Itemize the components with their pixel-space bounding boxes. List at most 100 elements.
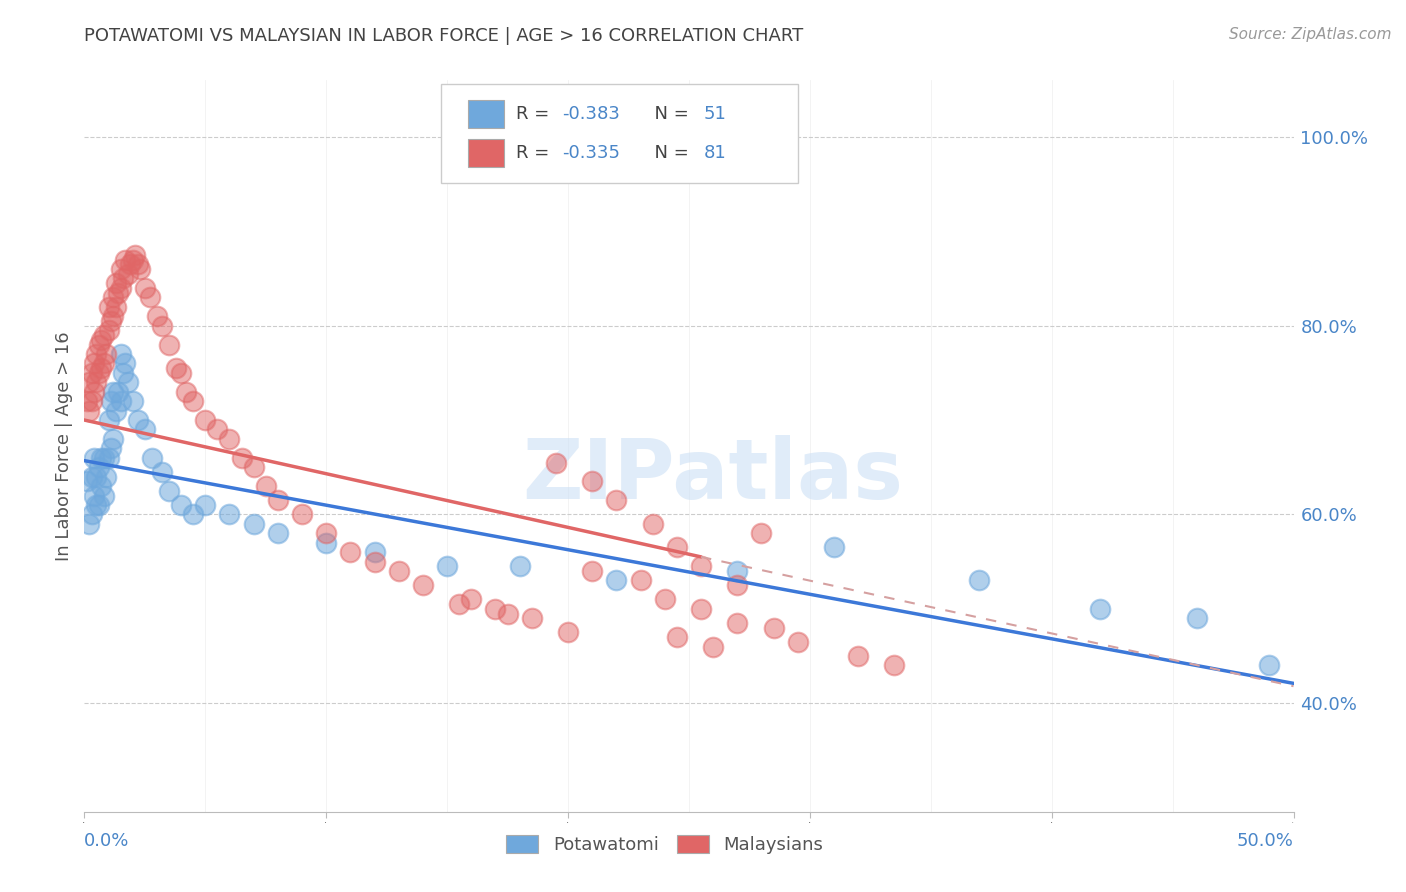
Point [1185, 611, 1208, 625]
Text: R =: R = [516, 144, 555, 161]
Point [141, 450, 163, 465]
Point [103, 310, 125, 324]
Point [883, 658, 905, 673]
Text: N =: N = [643, 144, 695, 161]
Point [90, 479, 112, 493]
Point [967, 574, 990, 588]
Point [181, 508, 204, 522]
Point [93, 328, 115, 343]
Point [291, 508, 314, 522]
Point [93, 489, 115, 503]
Point [97, 450, 120, 465]
Point [76, 475, 98, 489]
Text: R =: R = [516, 105, 555, 123]
Point [86, 376, 108, 390]
Text: POTAWATOMI VS MALAYSIAN IN LABOR FORCE | AGE > 16 CORRELATION CHART: POTAWATOMI VS MALAYSIAN IN LABOR FORCE |… [84, 27, 804, 45]
Point [194, 498, 217, 512]
Point [104, 403, 127, 417]
Point [114, 252, 136, 267]
Point [242, 460, 264, 475]
Point [690, 602, 713, 616]
Point [181, 394, 204, 409]
Point [762, 621, 785, 635]
Point [170, 366, 193, 380]
Point [496, 607, 519, 621]
Text: -0.383: -0.383 [562, 105, 620, 123]
Point [170, 498, 193, 512]
Point [134, 422, 156, 436]
Point [80, 469, 103, 483]
Point [103, 384, 125, 399]
Point [339, 545, 361, 559]
Text: 81: 81 [703, 144, 727, 161]
Point [509, 559, 531, 574]
Point [129, 262, 152, 277]
Point [436, 559, 458, 574]
Point [87, 337, 110, 351]
Point [846, 648, 869, 663]
Point [605, 574, 627, 588]
Point [121, 394, 143, 409]
Point [725, 615, 748, 630]
Point [363, 545, 385, 559]
Point [725, 578, 748, 592]
Point [104, 276, 127, 290]
Point [100, 314, 122, 328]
Text: ZIPatlas: ZIPatlas [523, 434, 904, 516]
Point [581, 564, 603, 578]
Point [544, 456, 567, 470]
FancyBboxPatch shape [468, 100, 503, 128]
Point [605, 493, 627, 508]
Text: 50.0%: 50.0% [1237, 832, 1294, 850]
Point [207, 422, 229, 436]
Point [363, 555, 385, 569]
Point [93, 356, 115, 370]
Point [242, 516, 264, 531]
Point [83, 450, 105, 465]
Point [194, 413, 217, 427]
Point [1258, 658, 1281, 673]
Point [218, 432, 240, 446]
Point [100, 394, 122, 409]
Text: N =: N = [643, 105, 695, 123]
Text: -0.335: -0.335 [562, 144, 620, 161]
Point [80, 394, 103, 409]
Point [174, 384, 197, 399]
Point [1088, 602, 1111, 616]
Point [117, 267, 139, 281]
Point [449, 597, 471, 611]
Point [690, 559, 713, 574]
Point [157, 337, 180, 351]
Text: 0.0%: 0.0% [84, 832, 129, 850]
Point [165, 361, 187, 376]
FancyBboxPatch shape [468, 139, 503, 167]
Point [121, 252, 143, 267]
Point [665, 630, 688, 644]
Point [90, 361, 112, 376]
Point [77, 516, 100, 531]
Text: 51: 51 [703, 105, 727, 123]
Point [100, 442, 122, 456]
Point [112, 366, 135, 380]
Legend: Potawatomi, Malaysians: Potawatomi, Malaysians [495, 824, 834, 865]
FancyBboxPatch shape [441, 84, 797, 183]
Point [120, 257, 142, 271]
Point [107, 384, 129, 399]
Point [97, 413, 120, 427]
Point [127, 413, 149, 427]
Point [87, 498, 110, 512]
Point [80, 366, 103, 380]
Point [725, 564, 748, 578]
Point [146, 310, 169, 324]
Point [94, 347, 117, 361]
Point [641, 516, 664, 531]
Point [77, 376, 100, 390]
Point [315, 526, 337, 541]
Point [150, 465, 173, 479]
Point [138, 290, 160, 304]
Point [460, 592, 482, 607]
Point [127, 257, 149, 271]
Point [83, 384, 105, 399]
Point [90, 333, 112, 347]
Point [86, 347, 108, 361]
